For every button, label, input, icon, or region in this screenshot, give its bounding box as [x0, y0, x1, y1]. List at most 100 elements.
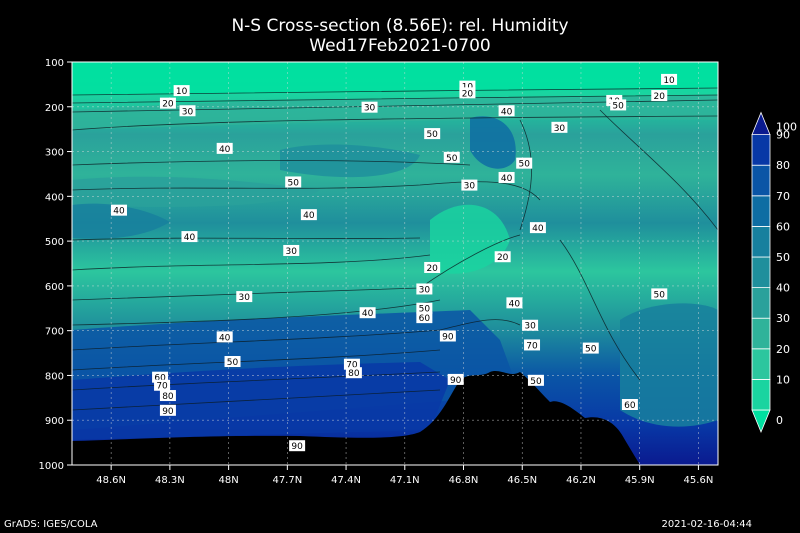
- colorbar-min-arrow: [751, 409, 771, 434]
- colorbar-segment-2: [751, 348, 771, 380]
- contour-label-30: 60: [419, 314, 431, 324]
- contour-label-48: 90: [291, 442, 303, 452]
- colorbar-segment-8: [751, 164, 771, 197]
- contour-label-bg-16: [285, 176, 302, 188]
- contour-line-14: [559, 239, 641, 381]
- x-tick-label-7: 46.5N: [507, 475, 537, 486]
- contour-line-4: [71, 160, 471, 166]
- contour-label-bg-11: [661, 73, 678, 85]
- contour-label-bg-28: [359, 307, 376, 319]
- contour-label-bg-42: [527, 374, 544, 386]
- colorbar-label-10: 100: [776, 121, 797, 134]
- x-tick-label-8: 46.2N: [566, 475, 596, 486]
- y-tick-label-8: 900: [45, 416, 64, 427]
- contour-line-8: [71, 234, 521, 301]
- contour-label-47: 60: [624, 401, 636, 411]
- colorbar-label-4: 40: [776, 282, 790, 295]
- contour-label-bg-1: [159, 97, 176, 109]
- contour-label-bg-0: [173, 85, 190, 97]
- contour-label-13: 40: [219, 145, 231, 155]
- contour-label-39: 70: [346, 361, 358, 371]
- contour-label-32: 30: [524, 322, 536, 332]
- contour-label-36: 70: [526, 341, 538, 351]
- contour-label-bg-22: [283, 244, 300, 256]
- contour-label-bg-8: [551, 121, 568, 133]
- y-tick-label-0: 100: [45, 58, 64, 69]
- colorbar-segment-9: [751, 134, 771, 166]
- contour-label-bg-19: [110, 204, 127, 216]
- contour-label-27: 30: [419, 285, 431, 295]
- contour-label-18: 30: [464, 182, 476, 192]
- contour-label-bg-41: [447, 373, 464, 385]
- y-tick-label-1: 200: [45, 103, 64, 114]
- contour-label-bg-14: [443, 151, 460, 163]
- y-tick-label-9: 1000: [39, 461, 64, 472]
- contour-line-10: [71, 319, 521, 351]
- contour-label-bg-48: [289, 440, 306, 452]
- plot-frame: [71, 61, 719, 466]
- contour-label-bg-4: [459, 80, 476, 92]
- contour-label-35: 90: [442, 332, 454, 342]
- y-tick-label-7: 800: [45, 371, 64, 382]
- x-tick-label-4: 47.4N: [331, 475, 361, 486]
- y-tick-label-2: 300: [45, 148, 64, 159]
- x-tick-label-5: 47.1N: [390, 475, 420, 486]
- contour-label-bg-36: [524, 339, 541, 351]
- colorbar-label-9: 90: [776, 129, 790, 142]
- region-mid-band: [72, 176, 320, 207]
- contour-label-bg-29: [416, 302, 433, 314]
- contour-label-bg-31: [506, 297, 523, 309]
- contour-line-9: [71, 299, 441, 326]
- contour-label-bg-6: [498, 105, 515, 117]
- contour-label-bg-13: [216, 142, 233, 154]
- contour-label-34: 40: [219, 333, 231, 343]
- colorbar-segment-6: [751, 225, 771, 258]
- contour-label-44: 70: [156, 382, 168, 392]
- contour-label-17: 40: [501, 174, 513, 184]
- contour-line-0: [71, 87, 719, 96]
- contour-label-11: 10: [663, 76, 675, 86]
- region-top-dry: [72, 63, 718, 95]
- contour-label-26: 30: [239, 293, 251, 303]
- region-moist-west: [72, 203, 170, 239]
- contour-label-bg-43: [152, 371, 169, 383]
- contour-label-46: 90: [162, 407, 174, 417]
- contour-label-29: 50: [419, 305, 431, 315]
- contour-label-bg-18: [461, 179, 478, 191]
- region-dry-pocket: [430, 204, 510, 274]
- grid-lines: [72, 61, 718, 466]
- plot-area: [71, 62, 719, 465]
- contour-label-bg-25: [424, 261, 441, 273]
- contour-label-bg-37: [582, 342, 599, 354]
- terrain: [72, 371, 640, 465]
- terrain-silhouette: [72, 371, 640, 465]
- contour-label-40: 80: [348, 369, 360, 379]
- contour-label-25: 20: [426, 264, 438, 274]
- contour-label-19: 40: [113, 207, 125, 217]
- contour-label-bg-30: [416, 312, 433, 324]
- colorbar-label-3: 30: [776, 312, 790, 325]
- colorbar-label-2: 20: [776, 343, 790, 356]
- colorbar-label-0: 0: [776, 414, 783, 427]
- contour-label-bg-20: [300, 209, 317, 221]
- axes: 100 200 300 400 500 600 700 800 900 1000 48.6N 48.3…: [39, 58, 719, 486]
- contour-label-bg-26: [236, 291, 253, 303]
- contour-label-42: 50: [530, 377, 542, 387]
- contour-label-37: 50: [585, 345, 597, 355]
- contour-label-31: 40: [509, 299, 521, 309]
- x-tick-label-9: 45.9N: [625, 475, 655, 486]
- y-tick-label-6: 700: [45, 327, 64, 338]
- contour-label-14: 50: [446, 154, 458, 164]
- contour-label-bg-27: [416, 283, 433, 295]
- colorbar-segment-1: [751, 378, 771, 411]
- colorbar-segment-5: [751, 256, 771, 289]
- contour-label-bg-17: [498, 171, 515, 183]
- contour-label-3: 30: [364, 104, 376, 114]
- contour-label-bg-12: [651, 90, 668, 102]
- x-tick-label-6: 46.8N: [449, 475, 479, 486]
- x-tick-label-0: 48.6N: [96, 475, 126, 486]
- contour-line-12: [71, 371, 441, 391]
- contour-label-22: 30: [286, 247, 298, 257]
- footer-left: GrADS: IGES/COLA: [4, 519, 98, 530]
